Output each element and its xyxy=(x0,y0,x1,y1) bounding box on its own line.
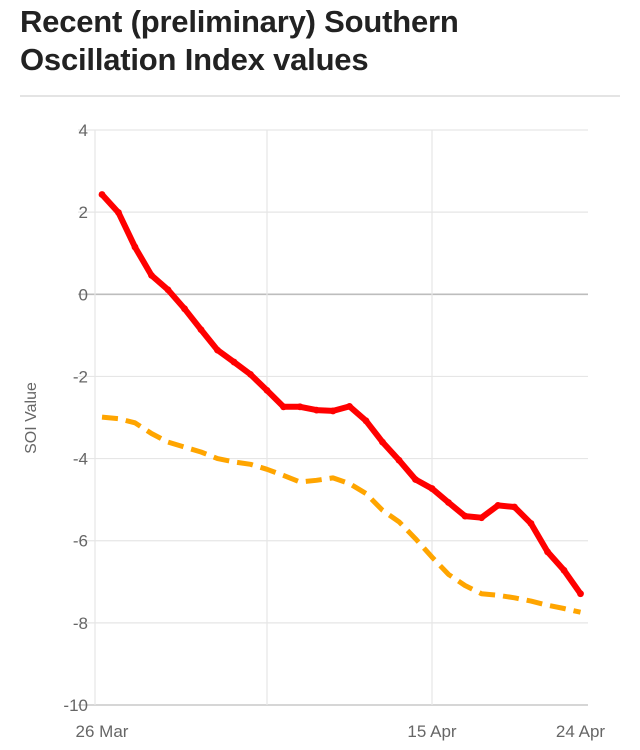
y-tick-labels: 4 2 0 -2 -4 -6 -8 -10 xyxy=(63,121,88,715)
data-point xyxy=(148,271,155,279)
chart-title-line-2: Oscillation Index values xyxy=(20,42,369,77)
data-point xyxy=(197,326,205,334)
series-line-soi-30day xyxy=(99,191,584,597)
y-tick-label: -6 xyxy=(73,532,88,551)
data-point xyxy=(280,403,287,411)
y-tick-label: 2 xyxy=(79,203,88,222)
data-point xyxy=(527,520,535,527)
data-point xyxy=(478,514,485,522)
y-tick-label: -2 xyxy=(73,367,88,386)
y-tick-label: 0 xyxy=(79,285,88,304)
data-point xyxy=(131,243,139,251)
x-tick-label: 24 Apr xyxy=(556,722,605,741)
data-point xyxy=(313,406,320,414)
data-point xyxy=(461,512,469,520)
data-point xyxy=(115,209,122,216)
y-tick-label: -4 xyxy=(73,450,88,469)
x-tick-labels: 26 Mar 15 Apr 24 Apr xyxy=(76,722,606,741)
series-line-soi-90day xyxy=(101,414,582,615)
data-point xyxy=(263,386,271,394)
data-point xyxy=(346,403,353,410)
data-point xyxy=(214,346,221,354)
x-gridlines xyxy=(266,130,433,705)
data-point xyxy=(164,286,172,294)
data-point xyxy=(577,590,584,598)
y-tick-label: -8 xyxy=(73,614,88,633)
y-gridlines xyxy=(78,129,588,706)
y-axis-title: SOI Value xyxy=(23,382,40,454)
data-point xyxy=(428,485,436,492)
x-tick-label: 15 Apr xyxy=(407,722,456,741)
chart-title: Recent (preliminary) Southern Oscillatio… xyxy=(20,0,620,79)
y-tick-label: -10 xyxy=(63,696,88,715)
data-point xyxy=(362,417,370,425)
data-point xyxy=(395,456,403,464)
data-point xyxy=(230,358,238,366)
data-point xyxy=(181,305,188,313)
data-point xyxy=(445,499,452,506)
x-tick-label: 26 Mar xyxy=(76,722,129,741)
data-point xyxy=(98,191,106,198)
y-tick-label: 4 xyxy=(79,121,88,140)
title-divider xyxy=(20,95,620,97)
data-point xyxy=(494,501,502,509)
data-point xyxy=(329,407,337,415)
data-point xyxy=(511,503,518,511)
data-point xyxy=(412,476,419,483)
data-point xyxy=(379,438,386,446)
data-point xyxy=(247,370,254,378)
data-point xyxy=(560,566,568,574)
series-group xyxy=(98,191,584,615)
data-point xyxy=(296,403,304,411)
chart-title-line-1: Recent (preliminary) Southern xyxy=(20,4,459,39)
data-point xyxy=(544,548,551,556)
